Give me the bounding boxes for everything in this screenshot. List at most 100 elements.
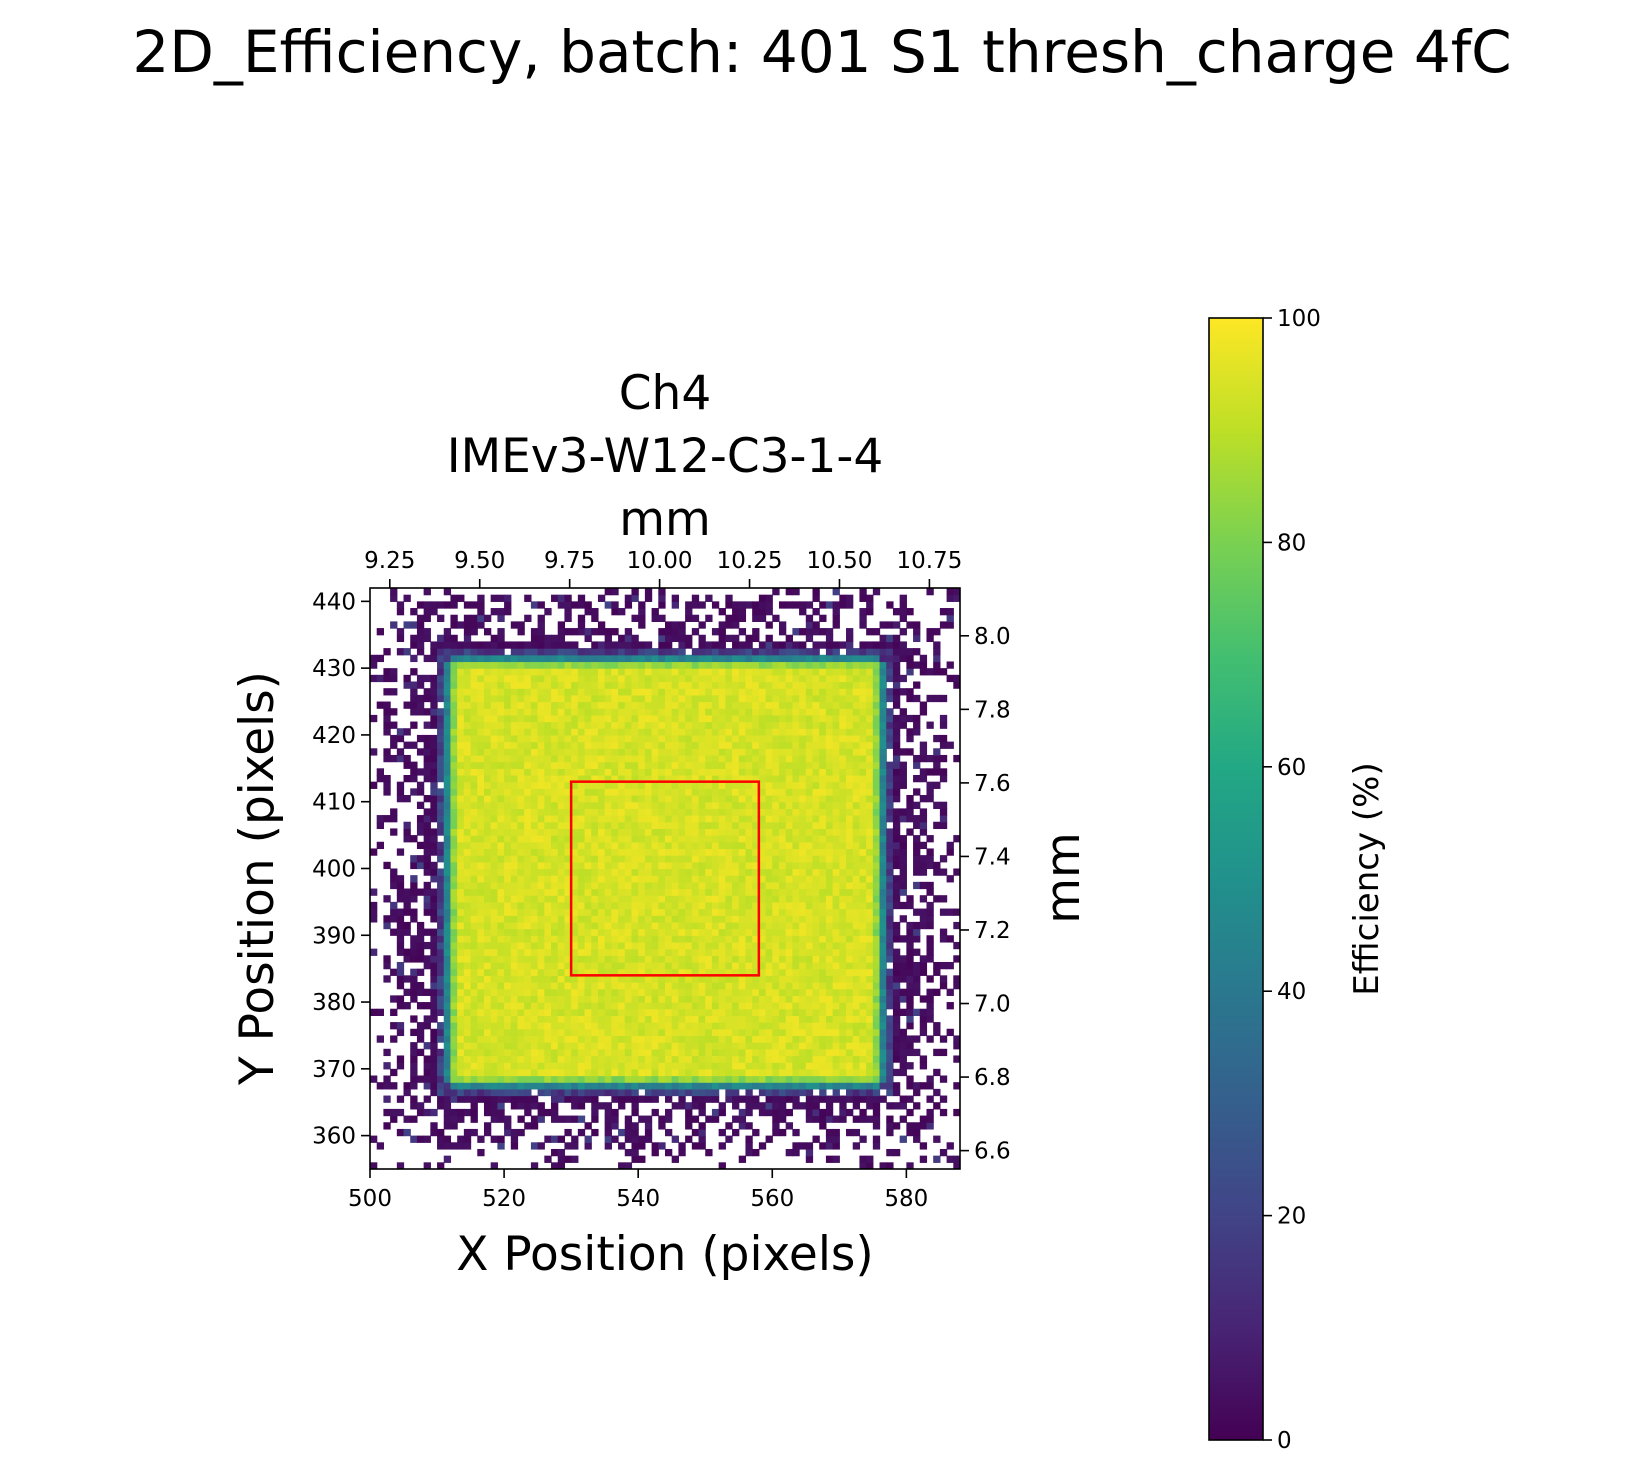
heatmap-cell [718,788,726,796]
heatmap-cell [551,801,559,809]
heatmap-cell [450,1048,458,1057]
heatmap-cell [651,728,659,736]
heatmap-cell [450,634,458,643]
heatmap-cell [624,888,633,896]
heatmap-cell [477,1042,485,1050]
heatmap-cell [819,614,827,622]
heatmap-cell [825,875,834,883]
heatmap-cell [477,741,485,749]
heatmap-cell [557,1028,566,1037]
heatmap-cell [577,768,586,776]
heatmap-cell [691,1048,700,1057]
heatmap-cell [778,1128,787,1137]
heatmap-cell [450,594,458,602]
heatmap-cell [437,815,445,823]
heatmap-cell [457,1028,465,1037]
heatmap-cell [765,815,773,823]
heatmap-cell [584,654,592,663]
heatmap-cell [718,828,726,836]
heatmap-cell [718,741,726,749]
heatmap-cell [517,1048,525,1057]
heatmap-cell [390,688,398,696]
heatmap-cell [577,835,586,843]
heatmap-cell [564,815,572,823]
heatmap-cell [778,601,787,609]
heatmap-cell [463,1095,472,1103]
heatmap-cell [483,674,492,683]
heatmap-cell [483,888,492,896]
heatmap-cell [792,741,800,749]
heatmap-cell [591,1095,599,1103]
heatmap-cell [497,674,505,683]
heatmap-cell [711,808,720,816]
heatmap-cell [825,734,834,743]
heatmap-cell [839,1042,847,1050]
heatmap-cell [792,1142,800,1150]
heatmap-cell [765,694,773,703]
heatmap-cell [450,888,458,896]
heatmap-cell [638,1055,646,1063]
heatmap-cell [383,815,391,823]
heatmap-cell [490,1095,498,1103]
heatmap-cell [564,741,572,749]
heatmap-cell [691,1022,700,1030]
heatmap-cell [658,955,666,963]
heatmap-cell [544,1008,552,1016]
heatmap-cell [410,621,418,629]
heatmap-cell [591,921,599,930]
heatmap-cell [571,888,579,896]
heatmap-cell [443,941,452,950]
heatmap-cell [457,861,465,870]
heatmap-cell [752,901,760,910]
heatmap-cell [430,895,438,903]
heatmap-cell [571,721,579,729]
heatmap-cell [825,901,834,910]
heatmap-cell [370,948,378,956]
heatmap-cell [483,975,492,983]
heatmap-cell [738,1048,747,1057]
heatmap-cell [564,861,572,870]
heatmap-cell [577,861,586,870]
heatmap-cell [530,955,539,963]
heatmap-cell [792,815,800,823]
heatmap-cell [718,1042,726,1050]
heatmap-cell [443,1115,452,1123]
heatmap-cell [819,601,827,609]
heatmap-cell [524,995,532,1003]
heatmap-cell [557,768,566,776]
heatmap-cell [477,774,485,783]
heatmap-cell [517,841,525,850]
heatmap-cell [772,928,780,936]
heatmap-cell [517,941,525,950]
heatmap-cell [665,741,673,749]
heatmap-cell [825,628,834,636]
heatmap-cell [403,1082,411,1090]
heatmap-cell [725,1035,733,1043]
heatmap-cell [618,728,626,736]
heatmap-cell [805,754,814,763]
heatmap-cell [705,941,713,950]
heatmap-cell [698,821,706,830]
heatmap-cell [792,975,800,983]
heatmap-cell [705,1075,713,1083]
heatmap-cell [832,714,840,723]
heatmap-cell [839,841,847,850]
heatmap-cell [685,681,693,689]
heatmap-cell [665,1128,673,1137]
heatmap-cell [698,1142,706,1150]
heatmap-cell [651,1002,659,1010]
heatmap-cell [792,828,800,836]
heatmap-cell [517,628,525,636]
heatmap-cell [537,808,545,816]
heatmap-cell [490,1102,498,1110]
heatmap-cell [430,648,438,656]
heatmap-cell [557,1022,566,1030]
heatmap-cell [624,875,633,883]
heatmap-cell [678,661,686,669]
heatmap-cell [745,1148,753,1157]
heatmap-cell [497,721,505,729]
heatmap-cell [738,661,747,669]
heatmap-cell [470,621,478,629]
heatmap-cell [785,754,793,763]
heatmap-cell [832,681,840,689]
